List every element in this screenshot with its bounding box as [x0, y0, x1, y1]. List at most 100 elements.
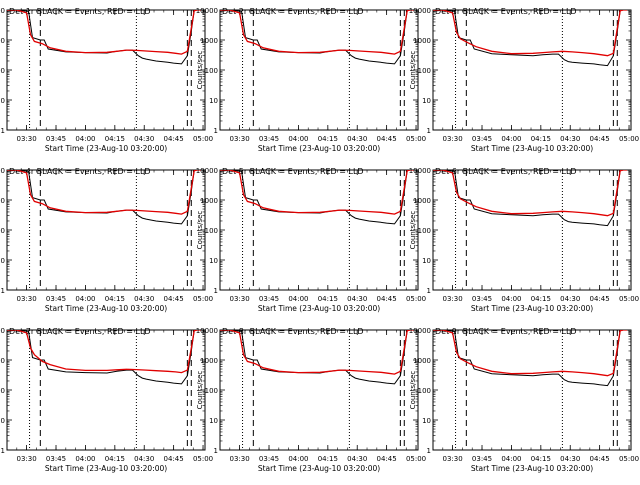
y-tick-label: 1000 — [0, 197, 5, 205]
y-axis-label: Counts/sec — [409, 211, 417, 250]
detector-chart-4: Det 4r BLACK = Events, RED = LLD 1 10 100 10… — [0, 167, 213, 313]
x-tick-label: 04:15 — [531, 135, 551, 143]
y-tick-label: 10000 — [196, 7, 218, 15]
x-axis-label: Start Time (23-Aug-10 03:20:00) — [45, 464, 167, 473]
x-tick-label: 04:00 — [75, 295, 95, 303]
y-tick-label: 1000 — [413, 357, 431, 365]
x-tick-label: 04:45 — [377, 135, 397, 143]
y-tick-label: 1 — [214, 447, 218, 455]
chart-title: Det 1r BLACK = Events, RED = LLD — [9, 7, 151, 16]
chart-title: Det 7r BLACK = Events, RED = LLD — [9, 327, 151, 336]
y-tick-label: 10 — [209, 417, 218, 425]
x-tick-label: 03:45 — [46, 135, 66, 143]
x-tick-label: 05:00 — [619, 295, 639, 303]
x-tick-label: 04:30 — [347, 455, 367, 463]
x-tick-label: 05:00 — [619, 455, 639, 463]
x-tick-label: 03:30 — [443, 455, 463, 463]
series-line-lld — [220, 170, 415, 215]
chart-title: Det 8r BLACK = Events, RED = LLD — [222, 327, 364, 336]
series-group — [433, 170, 628, 227]
series-line-events — [7, 170, 202, 225]
series-line-events — [7, 10, 202, 65]
y-tick-label: 100 — [418, 227, 431, 235]
series-group — [220, 330, 415, 385]
series-line-lld — [433, 330, 628, 377]
y-tick-label: 1 — [427, 287, 431, 295]
x-tick-label: 04:15 — [105, 295, 125, 303]
y-tick-label: 10000 — [196, 167, 218, 175]
detector-chart-8: Det 8r BLACK = Events, RED = LLD 1 10 100 10… — [196, 327, 426, 473]
series-group — [220, 10, 415, 65]
y-tick-label: 100 — [0, 387, 5, 395]
x-tick-label: 03:30 — [443, 135, 463, 143]
x-tick-label: 05:00 — [619, 135, 639, 143]
x-tick-label: 03:45 — [46, 295, 66, 303]
y-tick-label: 100 — [0, 227, 5, 235]
y-tick-label: 1 — [427, 127, 431, 135]
x-tick-label: 03:30 — [17, 455, 37, 463]
y-tick-label: 1000 — [0, 37, 5, 45]
chart-title: Det 4r BLACK = Events, RED = LLD — [9, 167, 151, 176]
plot-frame — [219, 9, 419, 131]
x-tick-label: 04:45 — [164, 455, 184, 463]
y-tick-label: 1000 — [200, 37, 218, 45]
y-tick-label: 10 — [209, 257, 218, 265]
series-group — [7, 330, 202, 385]
plot-frame — [432, 329, 632, 451]
x-tick-label: 04:30 — [560, 295, 580, 303]
y-tick-label: 100 — [0, 67, 5, 75]
x-tick-label: 03:30 — [443, 295, 463, 303]
y-axis-label: Counts/sec — [196, 51, 204, 90]
x-axis-label: Start Time (23-Aug-10 03:20:00) — [471, 144, 593, 153]
chart-title: Det 9r BLACK = Events, RED = LLD — [435, 327, 577, 336]
plot-frame — [6, 169, 206, 291]
series-line-lld — [433, 10, 628, 57]
x-tick-label: 04:00 — [501, 295, 521, 303]
x-tick-label: 04:15 — [105, 135, 125, 143]
x-tick-label: 04:15 — [318, 295, 338, 303]
y-tick-label: 1 — [427, 447, 431, 455]
x-tick-label: 03:45 — [46, 455, 66, 463]
series-line-lld — [7, 170, 202, 215]
detector-chart-2: Det 2r BLACK = Events, RED = LLD 1 10 100 10… — [196, 7, 426, 153]
y-tick-label: 100 — [205, 387, 218, 395]
detector-chart-6: Det 6r BLACK = Events, RED = LLD 1 10 100 10… — [409, 167, 639, 313]
x-tick-label: 04:45 — [377, 455, 397, 463]
x-tick-label: 04:15 — [531, 295, 551, 303]
x-tick-label: 04:30 — [347, 135, 367, 143]
x-tick-label: 04:15 — [531, 455, 551, 463]
x-tick-label: 03:30 — [230, 135, 250, 143]
y-tick-label: 100 — [205, 227, 218, 235]
x-tick-label: 04:30 — [560, 455, 580, 463]
plot-frame — [432, 169, 632, 291]
x-axis-label: Start Time (23-Aug-10 03:20:00) — [258, 464, 380, 473]
x-tick-label: 04:00 — [288, 455, 308, 463]
x-tick-label: 05:00 — [193, 455, 213, 463]
detector-chart-7: Det 7r BLACK = Events, RED = LLD 1 10 100 10… — [0, 327, 213, 473]
y-tick-label: 1000 — [0, 357, 5, 365]
x-tick-label: 03:45 — [259, 295, 279, 303]
x-tick-label: 03:45 — [259, 135, 279, 143]
x-tick-label: 04:45 — [377, 295, 397, 303]
x-tick-label: 04:45 — [590, 135, 610, 143]
x-tick-label: 03:45 — [472, 455, 492, 463]
marker-lines — [242, 330, 405, 450]
y-tick-label: 10000 — [409, 167, 431, 175]
y-tick-label: 1 — [1, 287, 5, 295]
x-axis-label: Start Time (23-Aug-10 03:20:00) — [258, 304, 380, 313]
series-line-lld — [220, 10, 415, 55]
marker-lines — [455, 330, 618, 450]
series-line-lld — [220, 330, 415, 375]
series-line-lld — [433, 170, 628, 217]
series-line-events — [433, 330, 628, 387]
x-tick-label: 04:15 — [105, 455, 125, 463]
marker-lines — [455, 170, 618, 290]
series-line-events — [220, 170, 415, 225]
x-tick-label: 04:45 — [590, 455, 610, 463]
y-tick-label: 10000 — [0, 167, 5, 175]
x-tick-label: 05:00 — [193, 135, 213, 143]
y-tick-label: 10000 — [196, 327, 218, 335]
x-tick-label: 04:30 — [347, 295, 367, 303]
x-tick-label: 04:15 — [318, 135, 338, 143]
